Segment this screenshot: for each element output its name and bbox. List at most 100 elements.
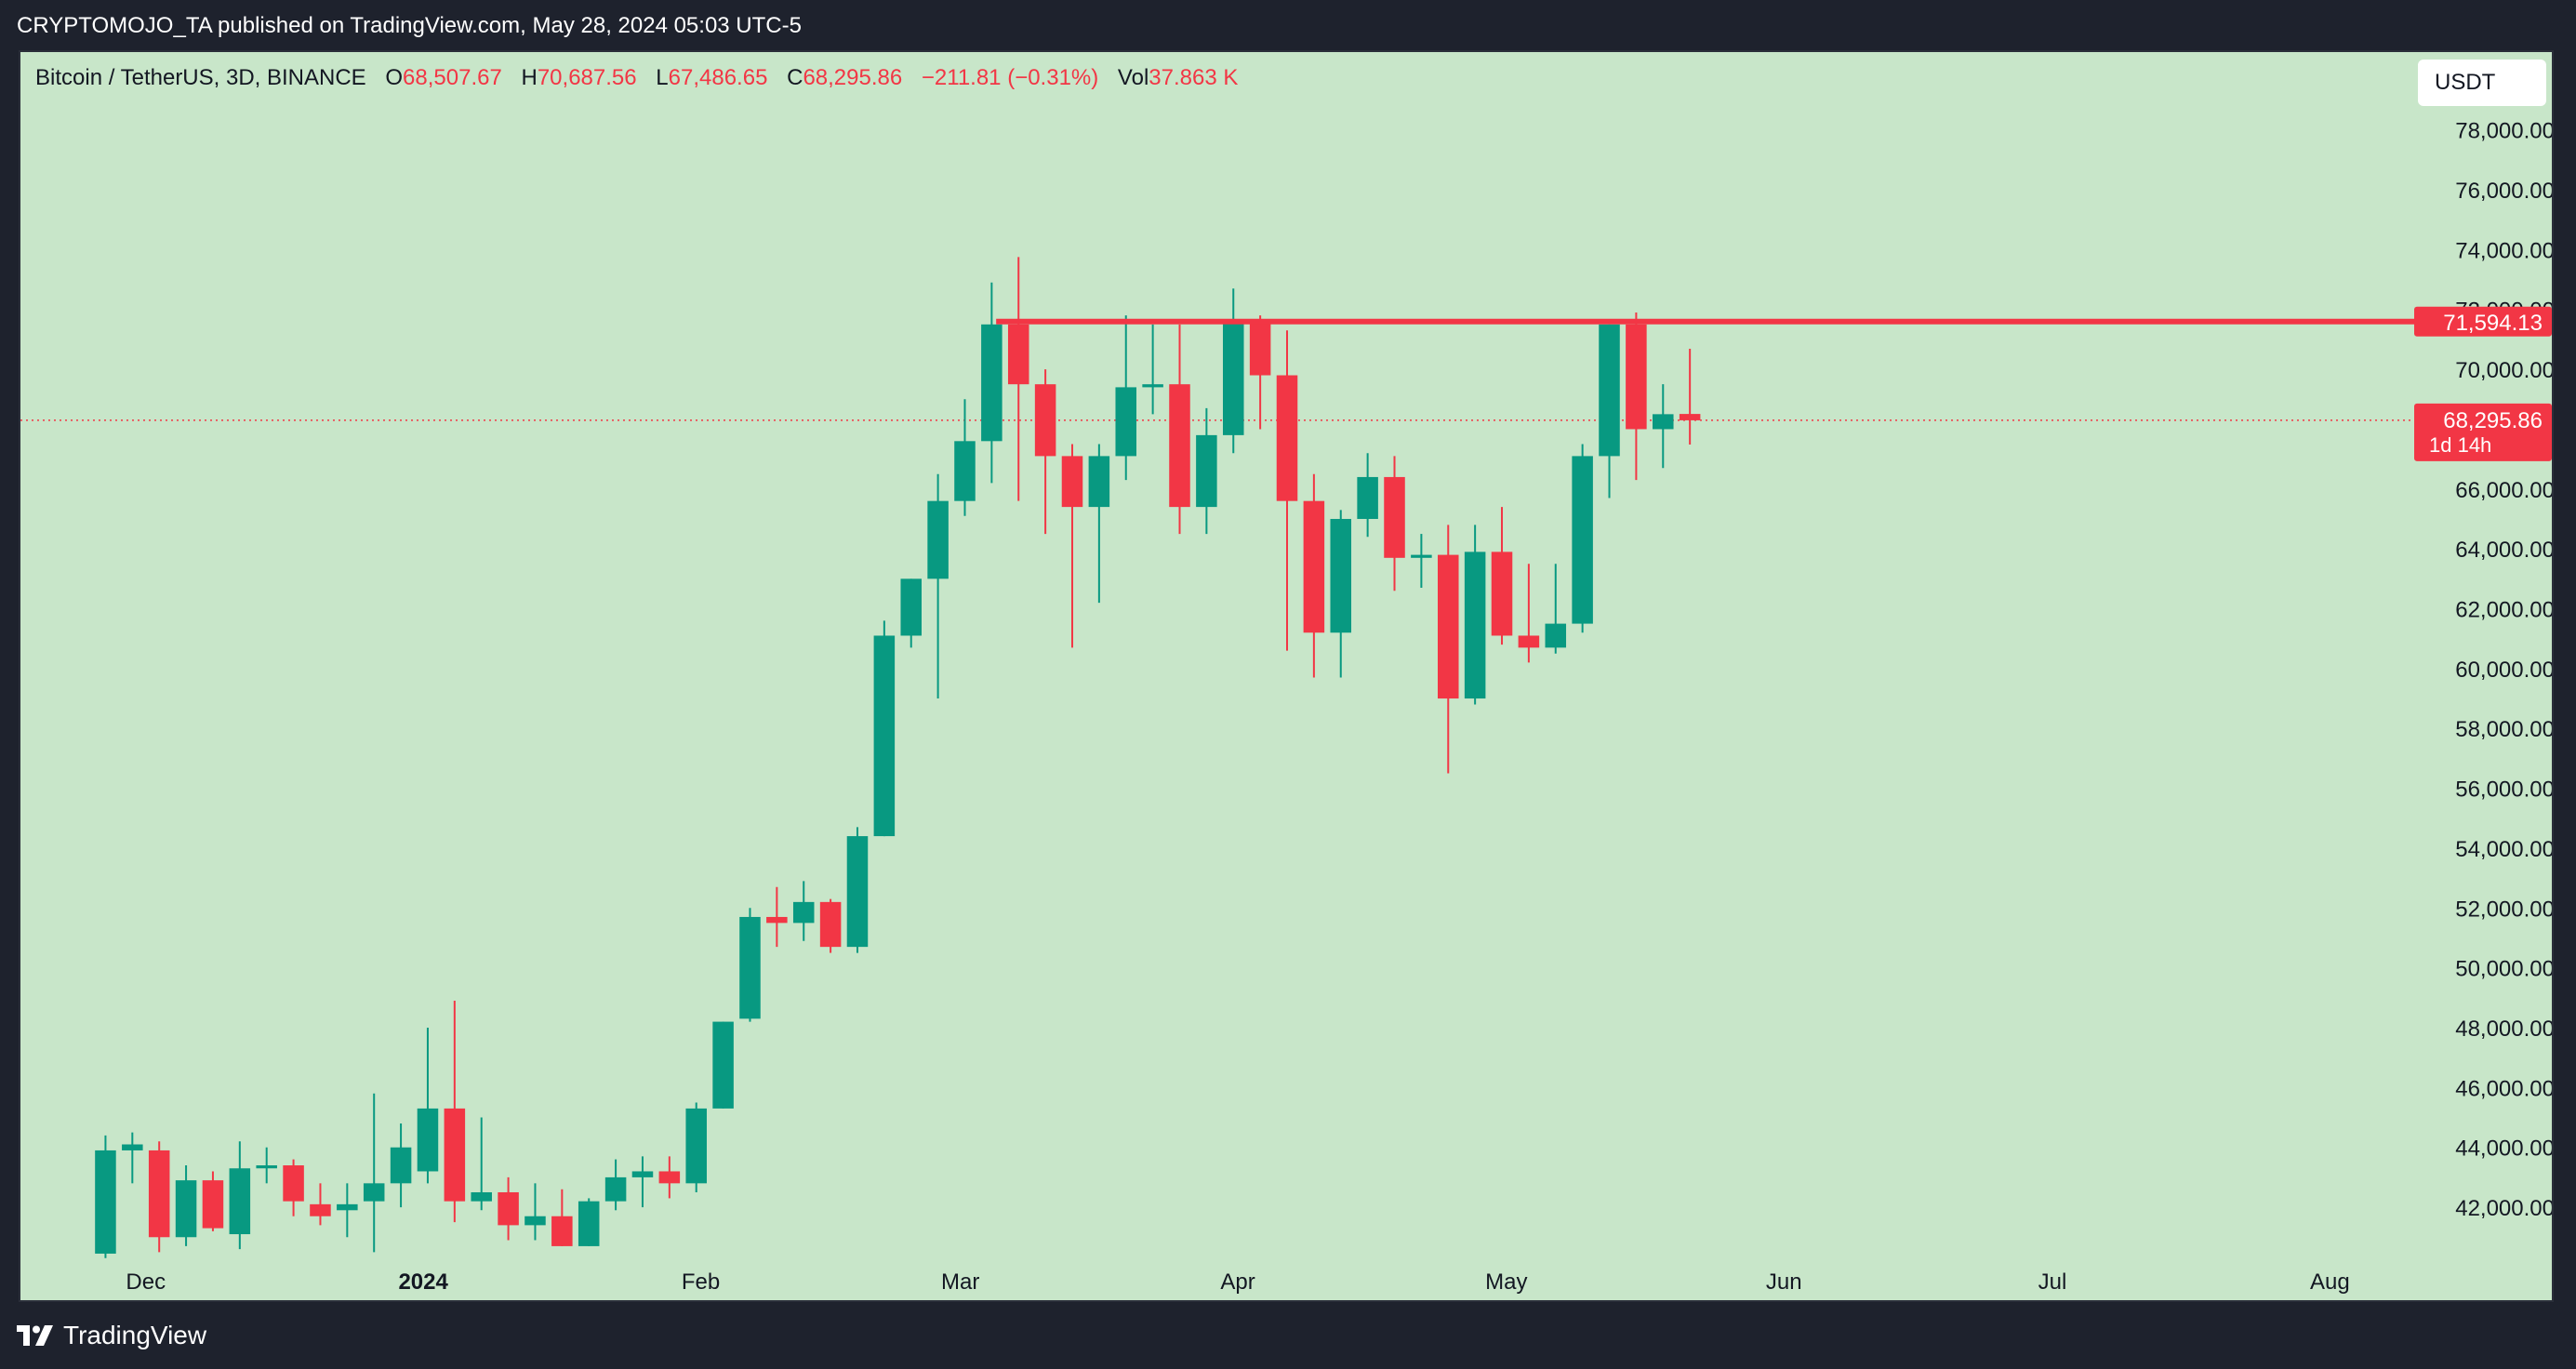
candle-body xyxy=(444,1108,466,1202)
candle-body xyxy=(1034,384,1056,457)
symbol-legend: Bitcoin / TetherUS, 3D, BINANCE O68,507.… xyxy=(35,65,1238,91)
x-tick-label: Dec xyxy=(126,1269,166,1295)
candle-body xyxy=(1303,500,1325,633)
high-value: 70,687.56 xyxy=(537,65,637,90)
candle-body xyxy=(1653,414,1674,430)
candle-body xyxy=(1007,324,1029,385)
candle-body xyxy=(1572,456,1593,624)
y-tick-label: 62,000.00 xyxy=(2455,598,2552,623)
candle-body xyxy=(1142,384,1163,388)
candle-body xyxy=(1222,321,1244,435)
x-tick-label: Feb xyxy=(682,1269,720,1295)
y-tick-label: 42,000.00 xyxy=(2455,1196,2552,1221)
y-tick-label: 76,000.00 xyxy=(2455,179,2552,204)
open-label: O xyxy=(385,65,404,90)
y-tick-label: 56,000.00 xyxy=(2455,778,2552,803)
open-value: 68,507.67 xyxy=(403,65,502,90)
candle-body xyxy=(148,1150,170,1238)
last-price-label: 68,295.86 xyxy=(2443,408,2543,433)
candle-body xyxy=(1276,375,1298,501)
candle-body xyxy=(819,901,842,948)
candle-body xyxy=(1330,518,1352,633)
y-tick-label: 66,000.00 xyxy=(2455,478,2552,503)
candle-body xyxy=(283,1165,304,1202)
candle-body xyxy=(1518,635,1540,648)
candle-body xyxy=(604,1176,627,1202)
candle-body xyxy=(310,1203,331,1216)
y-tick-label: 52,000.00 xyxy=(2455,897,2552,922)
y-tick-label: 58,000.00 xyxy=(2455,717,2552,742)
y-tick-label: 54,000.00 xyxy=(2455,837,2552,862)
candle-body xyxy=(1169,384,1190,508)
candle-body xyxy=(202,1180,224,1229)
y-tick-label: 74,000.00 xyxy=(2455,238,2552,263)
candle-body xyxy=(900,578,922,636)
y-tick-label: 44,000.00 xyxy=(2455,1136,2552,1162)
x-tick-label: Jun xyxy=(1766,1269,1802,1295)
candle-body xyxy=(1088,456,1110,508)
candle-body xyxy=(766,916,788,924)
footer-brand-text: TradingView xyxy=(63,1321,207,1349)
candle-body xyxy=(524,1216,546,1226)
change-value: −211.81 (−0.31%) xyxy=(921,65,1099,90)
candle-body xyxy=(1491,552,1513,636)
low-label: L xyxy=(656,65,669,90)
candle-body xyxy=(1679,414,1701,420)
candle-body xyxy=(1545,623,1567,648)
candlestick-chart[interactable]: 42,000.00 44,000.00 46,000.00 48,000.00 50,0… xyxy=(20,52,2552,1300)
candle-body xyxy=(1249,321,1271,376)
volume-value: 37.863 K xyxy=(1149,65,1239,90)
currency-button[interactable]: USDT xyxy=(2418,60,2546,106)
candle-body xyxy=(578,1201,600,1246)
y-tick-label: 78,000.00 xyxy=(2455,119,2552,144)
candle-body xyxy=(685,1108,707,1184)
candle-body xyxy=(498,1191,519,1226)
candle-body xyxy=(1464,552,1486,699)
candle-body xyxy=(122,1144,143,1150)
candle-body xyxy=(1384,476,1405,558)
x-tick-label: Jul xyxy=(2038,1269,2067,1295)
x-tick-label: 2024 xyxy=(398,1269,448,1295)
close-value: 68,295.86 xyxy=(803,65,903,90)
footer-brand[interactable]: TradingView xyxy=(17,1321,206,1350)
candle-body xyxy=(175,1180,197,1238)
last-price-tag xyxy=(2414,403,2552,461)
candle-body xyxy=(1061,456,1083,508)
candle-body xyxy=(1599,324,1620,457)
candle-body xyxy=(927,500,949,579)
candle-body xyxy=(363,1183,385,1202)
symbol-title[interactable]: Bitcoin / TetherUS, 3D, BINANCE xyxy=(35,65,366,90)
chart-pane[interactable]: 42,000.00 44,000.00 46,000.00 48,000.00 50,0… xyxy=(19,50,2554,1302)
candle-body xyxy=(337,1203,358,1211)
candle-body xyxy=(1115,387,1137,457)
y-tick-label: 64,000.00 xyxy=(2455,538,2552,563)
published-header: CRYPTOMOJO_TA published on TradingView.c… xyxy=(17,13,802,38)
x-tick-label: Apr xyxy=(1220,1269,1255,1295)
candle-body xyxy=(873,635,896,837)
candle-body xyxy=(1357,476,1378,519)
candle-body xyxy=(256,1165,277,1169)
y-tick-label: 48,000.00 xyxy=(2455,1017,2552,1042)
candle-body xyxy=(417,1108,439,1172)
close-label: C xyxy=(787,65,803,90)
x-tick-label: Aug xyxy=(2310,1269,2350,1295)
candle-body xyxy=(1196,434,1217,508)
candle-body xyxy=(229,1168,251,1235)
candle-body xyxy=(631,1171,654,1177)
candle-body xyxy=(792,901,815,924)
candle-body xyxy=(1626,324,1647,430)
x-tick-label: Mar xyxy=(941,1269,979,1295)
candle-body xyxy=(390,1147,412,1184)
candle-body xyxy=(551,1216,573,1246)
y-tick-label: 60,000.00 xyxy=(2455,658,2552,683)
candle-body xyxy=(954,441,976,501)
y-tick-label: 70,000.00 xyxy=(2455,358,2552,383)
tradingview-logo-icon xyxy=(17,1325,53,1346)
volume-label: Vol xyxy=(1117,65,1149,90)
countdown-label: 1d 14h xyxy=(2429,433,2491,457)
y-tick-label: 50,000.00 xyxy=(2455,957,2552,982)
candle-body xyxy=(846,836,869,948)
resistance-price-tag xyxy=(2414,306,2552,337)
resistance-price-label: 71,594.13 xyxy=(2443,311,2543,336)
high-label: H xyxy=(521,65,538,90)
